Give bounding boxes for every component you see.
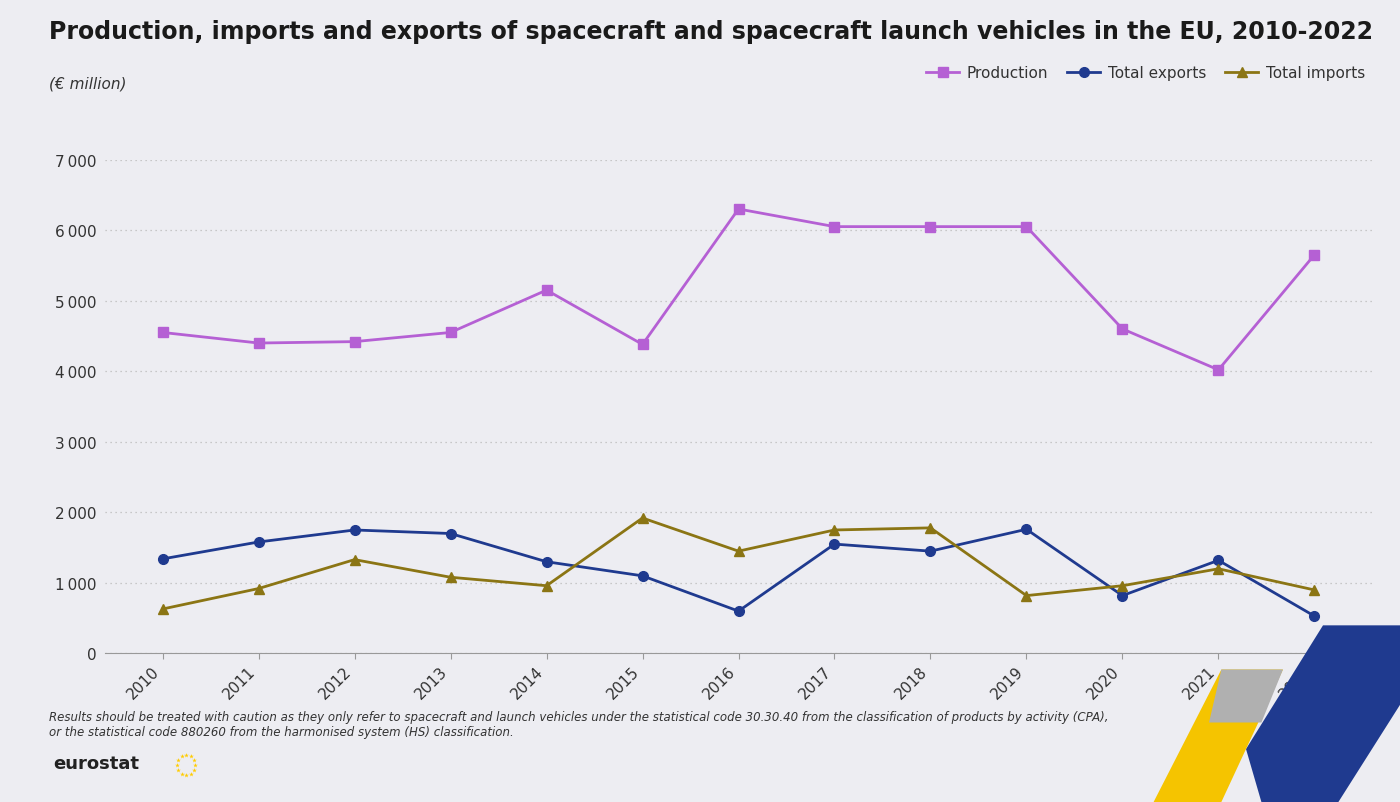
- Text: Results should be treated with caution as they only refer to spacecraft and laun: Results should be treated with caution a…: [49, 710, 1109, 723]
- Legend: Production, Total exports, Total imports: Production, Total exports, Total imports: [920, 60, 1372, 87]
- Text: Production, imports and exports of spacecraft and spacecraft launch vehicles in : Production, imports and exports of space…: [49, 20, 1373, 44]
- Text: eurostat: eurostat: [53, 755, 139, 772]
- Text: (€ million): (€ million): [49, 76, 126, 91]
- Text: or the statistical code 880260 from the harmonised system (HS) classification.: or the statistical code 880260 from the …: [49, 725, 514, 738]
- Polygon shape: [1154, 670, 1282, 802]
- Polygon shape: [1210, 670, 1282, 723]
- Polygon shape: [1246, 626, 1400, 802]
